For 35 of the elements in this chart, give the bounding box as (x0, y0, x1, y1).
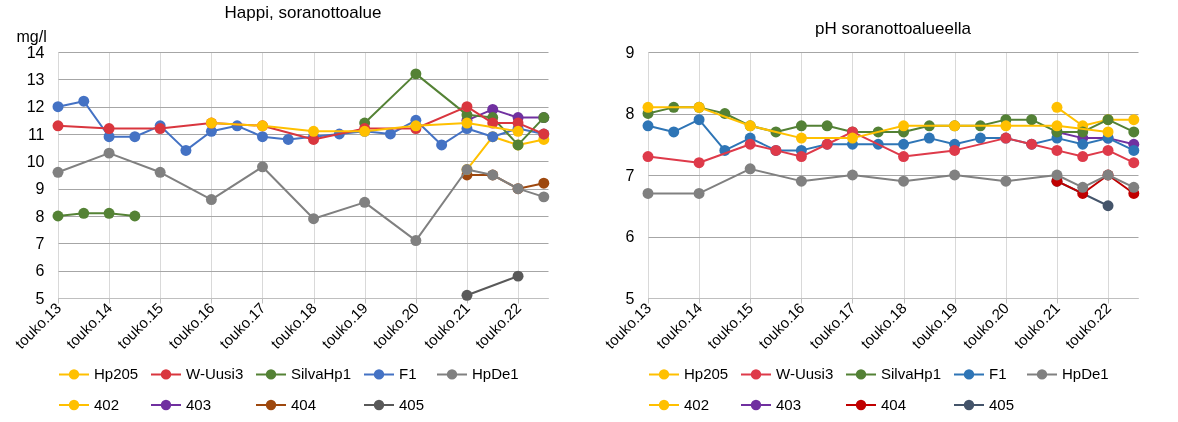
legend-label: 405 (399, 396, 425, 413)
y-tick-label: 7 (35, 234, 45, 252)
legend-label: 403 (776, 396, 802, 413)
y-tick-label: 9 (35, 180, 45, 198)
y-tick-label: 12 (26, 98, 45, 116)
chart-title: pH soranottoalueella (815, 19, 972, 38)
y-tick-label: 8 (625, 105, 635, 122)
legend-label: 405 (989, 396, 1015, 413)
y-tick-label: 10 (26, 152, 45, 170)
legend-label: 404 (881, 396, 907, 413)
legend-label: 403 (186, 396, 212, 413)
legend-label: HpDe1 (1062, 365, 1109, 383)
legend-label: 402 (94, 396, 120, 413)
y-tick-label: 13 (26, 70, 45, 88)
y-tick-label: 11 (27, 125, 45, 143)
legend-label: Hp205 (94, 365, 139, 383)
legend-label: 404 (291, 396, 317, 413)
legend-label: SilvaHp1 (881, 365, 942, 383)
y-tick-label: 6 (35, 262, 45, 280)
legend-label: F1 (399, 365, 417, 383)
legend-label: W-Uusi3 (776, 365, 834, 383)
legend-label: HpDe1 (472, 365, 519, 383)
y-tick-label: 7 (625, 166, 635, 184)
y-tick-label: 6 (625, 228, 635, 245)
y-axis-title: mg/l (16, 27, 47, 45)
y-tick-label: 5 (625, 289, 635, 307)
y-tick-label: 5 (35, 289, 45, 307)
legend-label: F1 (989, 365, 1007, 383)
legend-label: 402 (684, 396, 710, 413)
legend-label: Hp205 (684, 365, 729, 383)
y-tick-label: 8 (35, 207, 45, 225)
y-tick-label: 9 (625, 43, 635, 61)
legend-label: W-Uusi3 (186, 365, 244, 383)
legend-label: SilvaHp1 (291, 365, 352, 383)
chart-title: Happi, soranottoalue (224, 3, 382, 22)
